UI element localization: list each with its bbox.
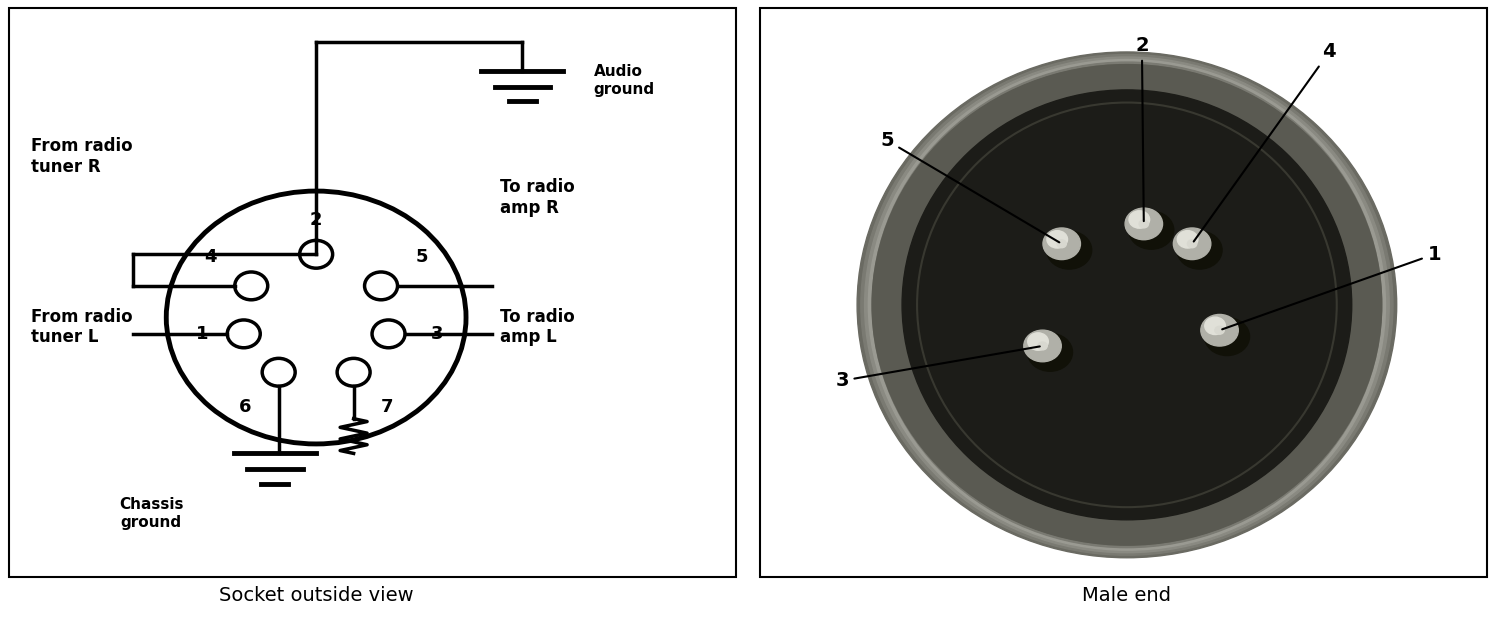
Text: From radio
tuner L: From radio tuner L [32,307,132,346]
Circle shape [1028,333,1048,351]
Circle shape [1046,231,1091,269]
Text: Audio
ground: Audio ground [594,64,654,97]
Ellipse shape [872,65,1381,545]
Ellipse shape [857,52,1396,558]
Circle shape [1028,333,1073,371]
Text: 7: 7 [382,398,394,416]
Circle shape [1174,228,1211,260]
Circle shape [1024,330,1061,362]
Text: 2: 2 [310,211,323,229]
Ellipse shape [876,65,1378,545]
Circle shape [1039,342,1048,350]
Text: Socket outside view: Socket outside view [219,586,413,605]
Text: 4: 4 [204,248,216,267]
Circle shape [1129,211,1150,228]
Ellipse shape [872,62,1381,547]
Circle shape [1214,326,1225,334]
Text: 4: 4 [1193,43,1336,241]
Circle shape [1129,211,1174,249]
Text: Male end: Male end [1082,586,1171,605]
Circle shape [1205,317,1225,335]
Text: Chassis
ground: Chassis ground [119,497,183,530]
Circle shape [1048,231,1067,248]
Circle shape [1204,318,1249,356]
Circle shape [1177,231,1222,269]
Text: 3: 3 [431,325,443,343]
Circle shape [1043,228,1081,260]
Text: To radio
amp L: To radio amp L [500,307,574,346]
Text: 1: 1 [197,325,209,343]
Text: To radio
amp R: To radio amp R [500,178,574,217]
Text: 5: 5 [416,248,428,267]
Circle shape [1126,208,1162,240]
Circle shape [1201,314,1238,346]
Text: 2: 2 [1135,36,1148,221]
Text: 3: 3 [836,347,1040,391]
Circle shape [1139,220,1148,228]
Text: 5: 5 [881,131,1060,243]
Circle shape [1187,240,1196,248]
Ellipse shape [861,55,1393,555]
Text: 1: 1 [1222,244,1441,330]
Circle shape [1057,240,1067,248]
Ellipse shape [864,57,1389,552]
Circle shape [1177,231,1198,248]
Ellipse shape [869,60,1386,550]
Text: From radio
tuner R: From radio tuner R [32,137,132,176]
Ellipse shape [902,90,1351,520]
Text: 6: 6 [239,398,251,416]
